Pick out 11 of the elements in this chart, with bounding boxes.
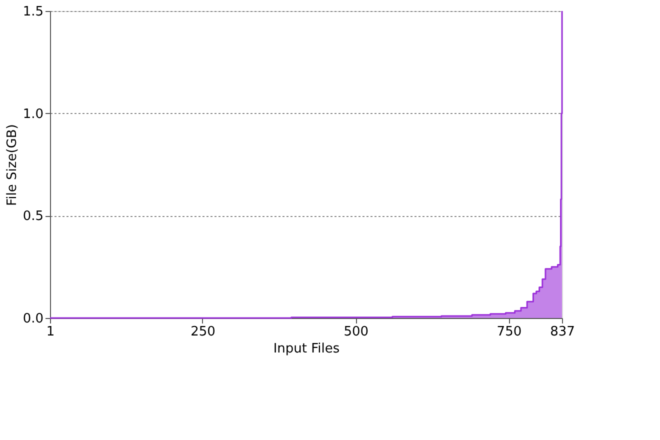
x-tick-label: 500 [344,324,369,340]
y-axis-title: File Size(GB) [4,124,20,206]
y-tick-label: 0.5 [22,209,44,224]
x-tick-label: 750 [496,324,522,340]
y-tick-label: 1.0 [22,106,44,122]
x-tick-label: 837 [550,324,575,340]
x-tick-label: 250 [190,324,216,340]
x-axis-title: Input Files [273,342,340,356]
x-tick-label: 1 [46,324,55,340]
y-tick-label: 0.0 [22,312,44,326]
y-tick-label: 1.5 [22,4,44,20]
